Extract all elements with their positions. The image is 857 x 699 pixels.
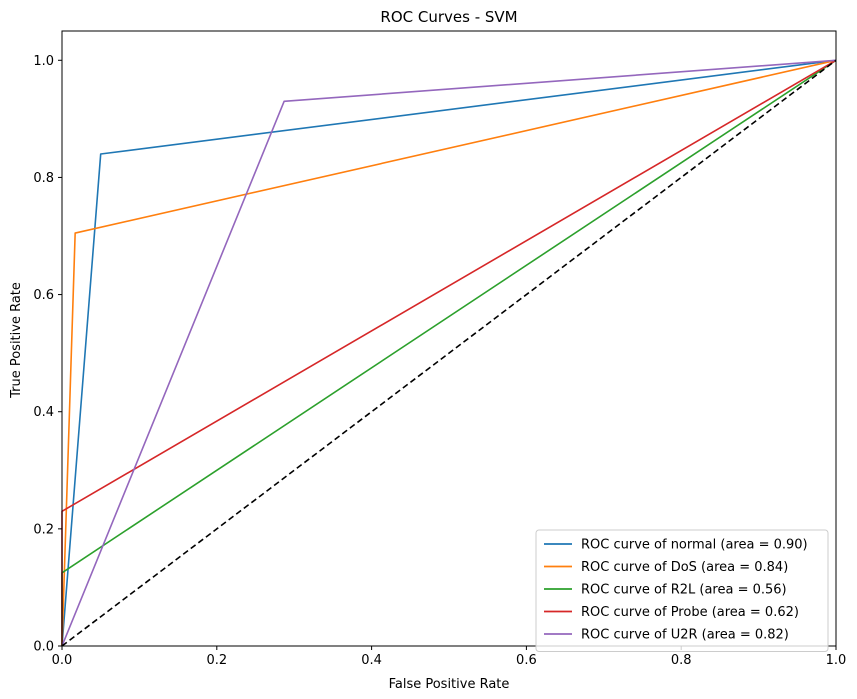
- plot-frame: [61, 30, 837, 647]
- x-tick-label: 0.0: [52, 653, 73, 668]
- y-tick-label: 0.0: [33, 640, 54, 655]
- x-axis-label: False Positive Rate: [389, 677, 510, 692]
- legend-box: [535, 529, 829, 652]
- reference-diagonal-line: [61, 59, 837, 647]
- legend-label-1: ROC curve of DoS (area = 0.84): [581, 560, 788, 575]
- y-tick-label: 1.0: [33, 54, 54, 69]
- legend-label-2: ROC curve of R2L (area = 0.56): [581, 583, 787, 598]
- y-tick-label: 0.2: [33, 522, 54, 537]
- x-tick-label: 0.8: [671, 653, 692, 668]
- y-tick-label: 0.8: [33, 171, 54, 186]
- x-tick-label: 1.0: [826, 653, 847, 668]
- legend: ROC curve of normal (area = 0.90) ROC cur…: [535, 529, 829, 652]
- y-axis-label: True Positive Rate: [9, 282, 24, 399]
- legend-label-3: ROC curve of Probe (area = 0.62): [581, 605, 799, 620]
- legend-label-0: ROC curve of normal (area = 0.90): [581, 538, 808, 553]
- legend-label-4: ROC curve of U2R (area = 0.82): [581, 628, 789, 643]
- x-tick-label: 0.2: [206, 653, 227, 668]
- x-tick-label: 0.6: [516, 653, 537, 668]
- series-line-4: [61, 59, 837, 647]
- y-tick-label: 0.6: [33, 288, 54, 303]
- series-line-0: [61, 59, 837, 647]
- axes: 0.0 0.2 0.4 0.6 0.8 1.0 0.0 0.2 0.4 0.6 0.8 1.0: [33, 30, 847, 668]
- y-tick-label: 0.4: [33, 405, 54, 420]
- chart-title: ROC Curves - SVM: [380, 8, 517, 26]
- x-tick-label: 0.4: [361, 653, 382, 668]
